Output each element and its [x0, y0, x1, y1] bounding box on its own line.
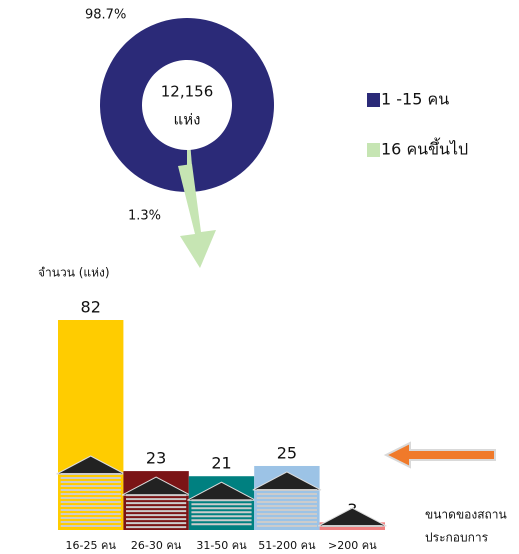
value-label: 82 [81, 298, 101, 317]
x-tick-label: 16-25 คน [66, 539, 117, 552]
value-label: 1.3% [128, 209, 161, 224]
house-roof [318, 508, 386, 526]
legend-swatch [367, 93, 380, 107]
legend-swatch [367, 143, 380, 157]
value-label: 98.7% [85, 8, 126, 23]
y-axis-label: จำนวน (แห่ง) [38, 266, 110, 280]
x-tick-label: >200 คน [328, 539, 377, 552]
x-tick-label: 31-50 คน [196, 539, 247, 552]
value-label: 21 [211, 454, 231, 473]
x-tick-label: 26-30 คน [131, 539, 182, 552]
annotation: ประกอบการ [425, 531, 489, 545]
legend-label: 16 คนขึ้นไป [381, 138, 468, 159]
orange-arrow [386, 443, 495, 467]
legend-label: 1 -15 คน [381, 90, 449, 109]
value-label: 25 [277, 443, 297, 462]
center-text: แห่ง [174, 111, 201, 129]
center-text: 12,156 [161, 83, 214, 101]
x-tick-label: 51-200 คน [258, 539, 316, 552]
chart: 12,156 แห่ง จำนวน (แห่ง) ขนาดของสถาน ประ… [0, 0, 519, 554]
value-label: 23 [146, 449, 166, 468]
annotation: ขนาดของสถาน [425, 508, 507, 522]
